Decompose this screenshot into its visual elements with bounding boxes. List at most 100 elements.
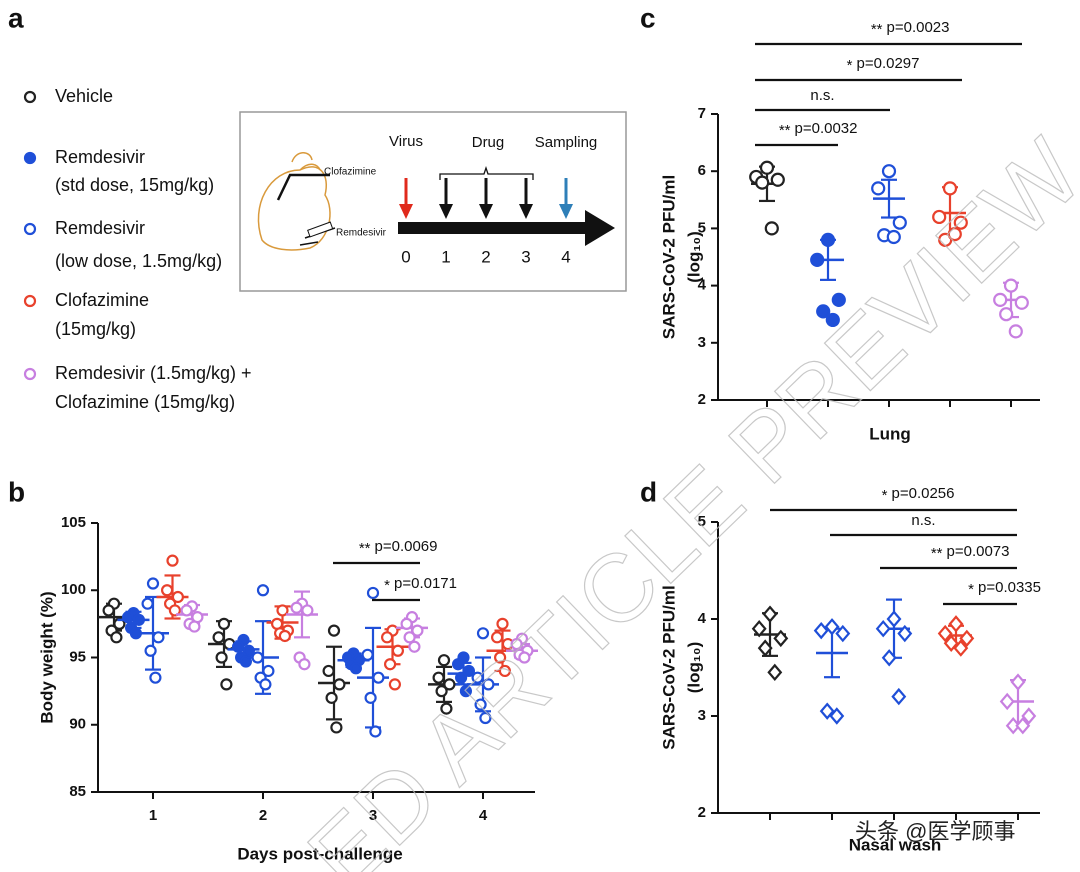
y-tick-label: 3	[698, 334, 706, 351]
data-point	[751, 620, 767, 638]
y-axis-label: (log₁₀)	[684, 642, 703, 694]
data-point	[1008, 324, 1023, 339]
legend-marker	[23, 294, 37, 308]
data-point	[278, 629, 291, 643]
data-point	[886, 610, 902, 628]
p-value: p=0.0335	[978, 579, 1041, 596]
data-point	[437, 654, 451, 667]
data-point	[217, 617, 231, 630]
data-point	[1014, 295, 1029, 310]
data-point	[256, 584, 270, 597]
data-point	[381, 631, 394, 644]
data-point	[232, 640, 245, 653]
data-point	[144, 644, 157, 657]
data-point	[372, 671, 385, 684]
data-point	[132, 613, 145, 626]
data-point	[166, 554, 179, 567]
data-point	[891, 687, 907, 706]
panel-label: a	[8, 2, 24, 33]
data-point	[149, 671, 162, 684]
data-point	[757, 639, 773, 657]
data-point	[937, 624, 953, 643]
data-point	[152, 631, 165, 644]
p-value: p=0.0256	[892, 485, 955, 502]
x-axis-label: Nasal wash	[849, 835, 942, 854]
legend-label: Clofazimine (15mg/kg)	[55, 392, 235, 412]
data-point	[810, 252, 825, 267]
significance-stars: **	[359, 540, 371, 557]
data-point	[755, 175, 770, 190]
data-point	[496, 617, 509, 630]
schematic-label: Drug	[472, 134, 505, 151]
data-point	[141, 597, 154, 610]
data-point	[180, 604, 193, 617]
data-point	[298, 658, 311, 671]
schematic-label: Virus	[389, 133, 423, 150]
significance-stars: *	[847, 57, 853, 74]
y-axis-label: (log₁₀)	[684, 231, 703, 283]
schematic-label: Sampling	[535, 134, 598, 151]
data-point	[188, 620, 201, 633]
x-tick-label: 4	[479, 807, 488, 824]
legend-label: (std dose, 15mg/kg)	[55, 175, 214, 195]
data-point	[510, 637, 523, 651]
x-axis-label: Lung	[869, 424, 911, 443]
data-point	[322, 664, 335, 678]
data-point	[476, 627, 490, 640]
panel-label: b	[8, 476, 25, 507]
data-point	[762, 605, 778, 623]
data-point	[146, 577, 160, 590]
p-value: p=0.0069	[375, 538, 438, 555]
data-point	[819, 702, 835, 720]
data-point	[881, 164, 897, 179]
p-value: p=0.0073	[947, 543, 1010, 560]
data-point	[262, 664, 275, 678]
data-point	[518, 651, 531, 664]
data-point	[1015, 717, 1031, 735]
data-point	[327, 624, 341, 637]
data-point	[443, 678, 456, 691]
legend-marker	[23, 151, 37, 165]
y-tick-label: 3	[698, 707, 706, 724]
data-point	[171, 590, 184, 604]
data-point	[881, 649, 897, 667]
data-point	[999, 692, 1015, 711]
data-point	[361, 648, 374, 661]
legend-label: Vehicle	[55, 86, 113, 106]
data-point	[953, 215, 968, 230]
p-value: p=0.0023	[887, 19, 950, 36]
data-point	[1010, 673, 1026, 691]
schematic-label: Remdesivir	[336, 228, 387, 239]
y-tick-label: 95	[69, 648, 86, 665]
data-point	[886, 229, 901, 245]
y-tick-label: 5	[698, 219, 706, 236]
data-point	[932, 209, 947, 225]
data-point	[459, 685, 472, 698]
data-point	[325, 691, 338, 704]
data-point	[239, 655, 252, 668]
schematic-label: Clofazimine	[324, 167, 377, 178]
panel-label: c	[640, 2, 656, 33]
data-point	[220, 678, 233, 691]
y-tick-label: 2	[698, 804, 706, 821]
legend-label: Remdesivir (1.5mg/kg) +	[55, 363, 252, 383]
data-point	[773, 629, 789, 648]
data-point	[110, 631, 123, 644]
data-point	[251, 651, 264, 664]
x-tick-label: 2	[259, 807, 267, 824]
data-point	[831, 292, 846, 307]
data-point	[400, 617, 413, 630]
data-point	[764, 221, 779, 236]
p-value: p=0.0297	[857, 55, 920, 72]
legend-label: Remdesivir	[55, 218, 145, 238]
data-point	[259, 678, 272, 691]
day-label: 2	[481, 247, 490, 266]
data-point	[999, 307, 1014, 322]
data-point	[993, 292, 1008, 307]
p-value: p=0.0032	[795, 120, 858, 137]
watermark: 头条 @医学顾事	[855, 819, 1015, 844]
significance-label: n.s.	[810, 87, 834, 104]
y-tick-label: 7	[698, 105, 706, 122]
data-point	[369, 725, 382, 738]
legend-marker	[23, 222, 37, 236]
